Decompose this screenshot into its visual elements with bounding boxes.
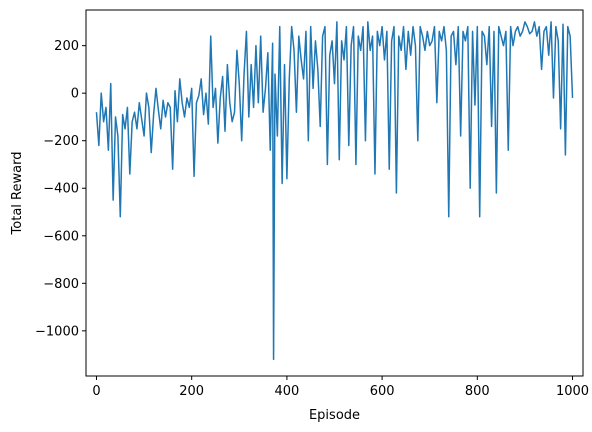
x-axis-label: Episode	[309, 408, 360, 423]
tick-layer: 0 200 400 600 800 1000 −1000 −800 −600 −400 −200 0 2…	[35, 39, 589, 399]
series-layer	[95, 21, 574, 361]
y-tick-label: −600	[43, 229, 79, 244]
x-tick-label: 600	[370, 384, 395, 399]
x-tick-label: 800	[465, 384, 490, 399]
series-line-0	[95, 21, 574, 361]
y-tick-label: 200	[54, 39, 79, 54]
axes	[85, 9, 584, 377]
y-tick-label: −400	[43, 182, 79, 197]
y-tick-label: −800	[43, 277, 79, 292]
axes-frame	[85, 9, 584, 377]
y-tick-label: −200	[43, 134, 79, 149]
y-axis-label: Total Reward	[10, 152, 25, 236]
y-tick-label: 0	[71, 87, 79, 102]
x-tick-label: 200	[179, 384, 204, 399]
x-tick-label: 400	[274, 384, 299, 399]
y-tick-label: −1000	[35, 324, 79, 339]
x-tick-label: 1000	[556, 384, 589, 399]
x-tick-label: 0	[92, 384, 100, 399]
